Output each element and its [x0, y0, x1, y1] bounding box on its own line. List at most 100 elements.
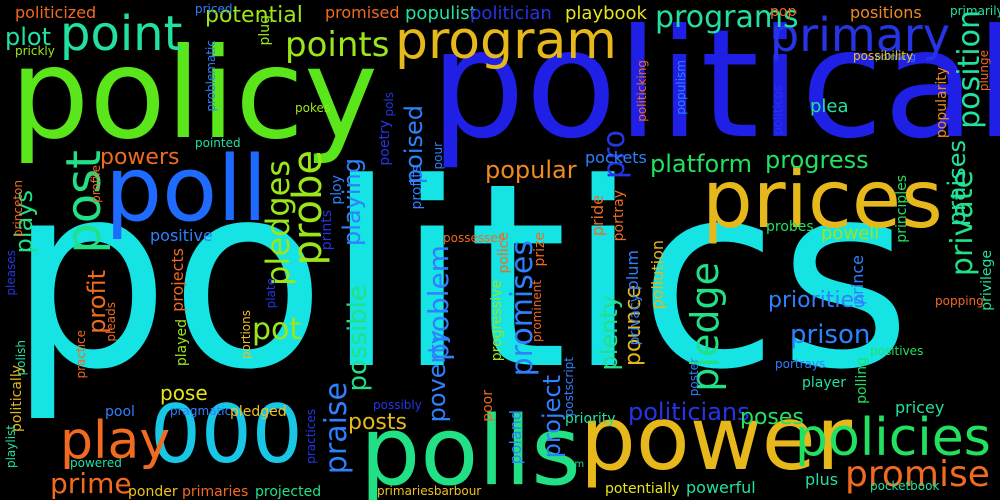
- word-powered: powered: [70, 456, 122, 470]
- word-project: project: [538, 375, 566, 459]
- word-pride: pride: [588, 195, 607, 237]
- word-polls: polls: [360, 397, 581, 500]
- word-pour: pour: [431, 142, 445, 170]
- word-possibility: possibility: [853, 49, 914, 63]
- word-pledged: pledged: [230, 404, 287, 420]
- word-pointing: pointing: [875, 52, 916, 63]
- word-poverty: poverty: [423, 330, 451, 423]
- word-prison: prison: [790, 320, 871, 350]
- word-playbook: playbook: [565, 3, 647, 24]
- word-ponder: ponder: [128, 484, 178, 500]
- word-projects: projects: [168, 248, 187, 312]
- word-plate: plate: [264, 278, 278, 309]
- word-program: program: [395, 11, 617, 71]
- word-prize: prize: [532, 232, 548, 267]
- word-politically: politically: [9, 365, 25, 432]
- word-practice: practice: [74, 330, 88, 379]
- word-poster: poster: [687, 358, 701, 397]
- word-prime: prime: [50, 467, 132, 500]
- word-politics: politics: [8, 129, 912, 426]
- word-politician: politician: [470, 3, 552, 24]
- word-progressive: progressive: [489, 280, 505, 362]
- word-populism: populism: [674, 60, 688, 115]
- word-pricey: pricey: [895, 398, 945, 417]
- word-prince: prince: [848, 255, 867, 305]
- word-politicized: politicized: [15, 3, 97, 22]
- word-possible: possible: [343, 285, 373, 392]
- word-principles: principles: [894, 175, 910, 243]
- word-primarily: primarily: [950, 4, 1000, 18]
- word-pot: pot: [252, 312, 302, 347]
- word-power: power: [580, 387, 852, 490]
- word-pokes: pokes: [295, 101, 331, 115]
- word-potential: potential: [205, 3, 303, 28]
- word-portrays: portrays: [775, 357, 826, 371]
- word-practices: practices: [304, 409, 318, 464]
- word-primary: primary: [770, 8, 951, 62]
- word-pledges: pledges: [259, 160, 297, 286]
- word-poetry: poetry: [377, 120, 393, 166]
- word-played: played: [174, 319, 190, 367]
- word-priority: priority: [565, 411, 616, 427]
- word-powell: powell: [821, 223, 880, 244]
- word-pool: pool: [105, 404, 135, 420]
- word-play: play: [60, 411, 171, 471]
- word-policies: policies: [795, 408, 991, 468]
- word-plus: plus: [805, 470, 839, 489]
- word-poland: poland: [506, 410, 525, 465]
- word-postscript: postscript: [562, 357, 576, 417]
- word-poll: poll: [105, 137, 268, 242]
- word-primaries: primaries: [182, 484, 249, 500]
- word-prominent: prominent: [530, 280, 544, 342]
- word-priorities: priorities: [768, 288, 866, 313]
- word-platform: platform: [650, 150, 752, 178]
- word-potentially: potentially: [605, 481, 680, 497]
- word-profile: profile: [89, 165, 103, 203]
- word-plot: plot: [5, 23, 51, 51]
- word-priced: priced: [195, 2, 233, 16]
- word-politicians: politicians: [628, 398, 750, 426]
- word-powers: powers: [100, 145, 180, 170]
- word-player: player: [802, 375, 847, 391]
- word-pm: pm: [568, 459, 585, 470]
- word-pointed: pointed: [195, 136, 241, 150]
- word-positives: positives: [870, 344, 924, 358]
- word-pols: pols: [382, 92, 396, 117]
- word-pragmatic: pragmatic: [170, 404, 232, 418]
- word-policy: policy: [10, 22, 378, 167]
- word-possesses: possesses: [443, 231, 504, 245]
- word-poses: poses: [740, 405, 804, 430]
- word-poor: poor: [480, 390, 496, 422]
- word-plum: plum: [623, 250, 642, 291]
- word-politicking: politicking: [635, 60, 649, 122]
- word-princeton: princeton: [11, 180, 25, 238]
- word-positions: positions: [850, 3, 922, 22]
- word-polling: polling: [854, 357, 870, 404]
- word-playlist: playlist: [4, 425, 18, 469]
- word-politicos: politicos: [771, 85, 785, 135]
- word-pop: pop: [770, 4, 797, 20]
- word-prices: prices: [702, 153, 943, 246]
- word-progress: progress: [765, 146, 869, 174]
- word-promised: promised: [325, 3, 400, 22]
- word-posts: posts: [348, 410, 407, 435]
- word-popping: popping: [935, 294, 984, 308]
- word-primariesbarbour: primariesbarbour: [377, 484, 482, 498]
- word-possibly: possibly: [373, 398, 422, 412]
- word-portray: portray: [611, 190, 627, 242]
- word-pocketbook: pocketbook: [870, 479, 940, 493]
- word-plea: plea: [810, 96, 849, 117]
- word-programs: programs: [655, 0, 799, 35]
- word-plenty: plenty: [595, 295, 623, 371]
- word-plug: plug: [257, 15, 273, 46]
- word-000: 000: [150, 388, 303, 481]
- word-prickly: prickly: [15, 44, 55, 58]
- word-privacy: privacy: [627, 294, 643, 346]
- word-plunge: plunge: [977, 50, 991, 92]
- word-praises: praises: [943, 140, 971, 227]
- word-problematic: problematic: [204, 40, 218, 112]
- word-promise: promise: [845, 454, 990, 495]
- word-projected: projected: [255, 484, 322, 500]
- word-popularity: popularity: [934, 67, 950, 139]
